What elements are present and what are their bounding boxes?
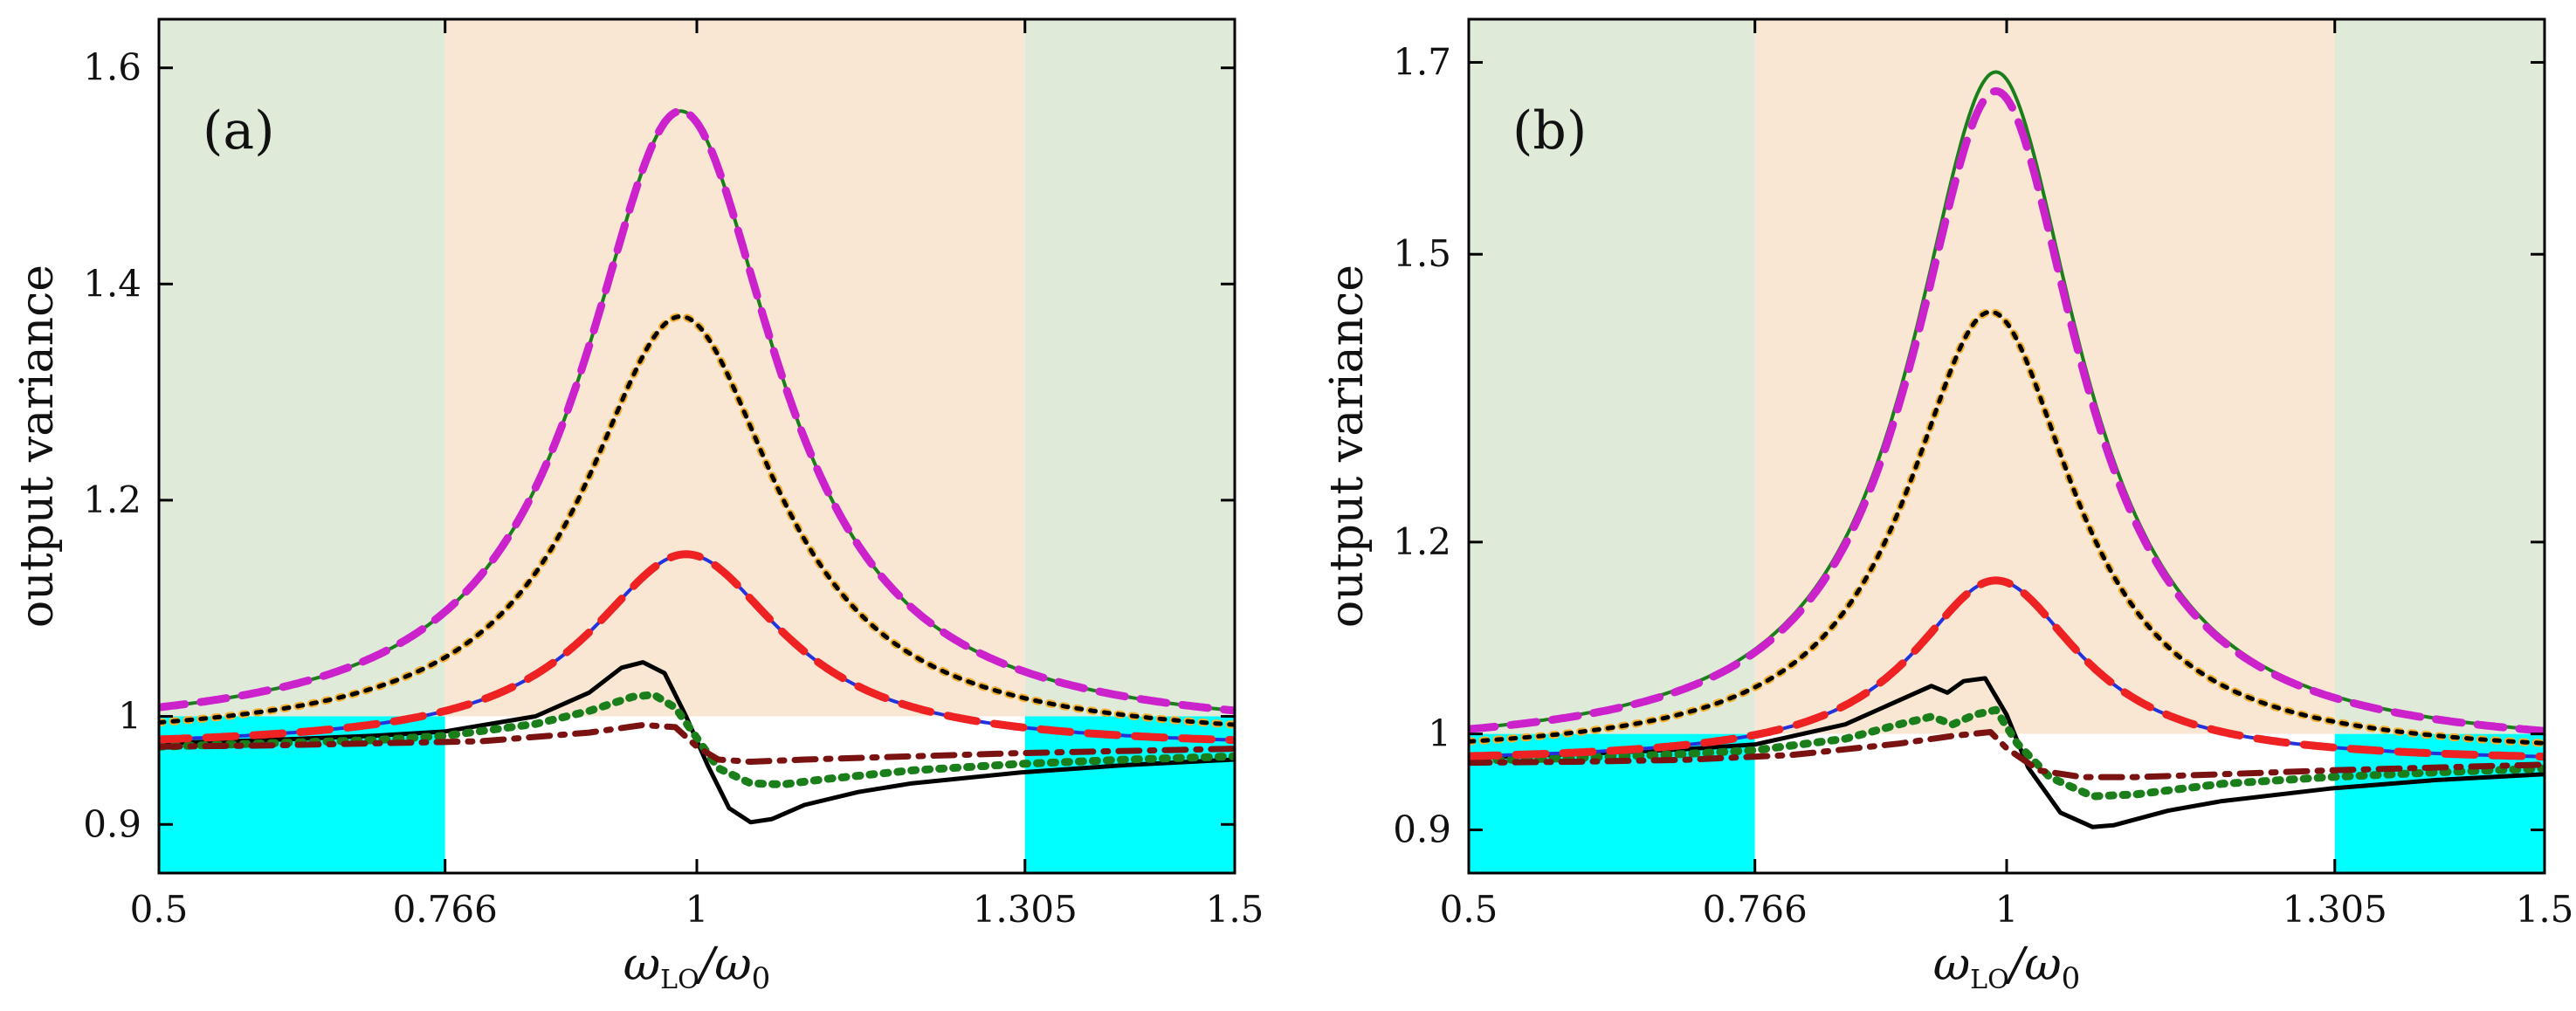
y-tick-label: 0.9 xyxy=(1393,808,1451,851)
x-tick-label: 1.305 xyxy=(973,888,1078,931)
y-tick-label: 1.7 xyxy=(1393,40,1451,83)
x-tick-label: 1.305 xyxy=(2283,888,2387,931)
series-line-magenta-dashed xyxy=(1469,86,2545,735)
y-tick-label: 1 xyxy=(1428,712,1451,755)
series-line-red-dashed xyxy=(1469,576,2545,761)
x-tick-label: 1.5 xyxy=(2516,888,2574,931)
series-line-black-dotted xyxy=(1469,309,2545,746)
region-outer-upper-right xyxy=(1024,19,1235,717)
y-tick-label: 0.9 xyxy=(83,802,141,845)
region-inner-lower xyxy=(444,716,1025,873)
panel-label: (a) xyxy=(203,100,275,162)
x-tick-label: 0.766 xyxy=(393,888,498,931)
y-tick-label: 1.2 xyxy=(1393,520,1451,563)
series-group xyxy=(1469,70,2545,829)
series-line-red-dashed xyxy=(159,550,1235,745)
x-tick-label: 0.5 xyxy=(1440,888,1498,931)
region-outer-upper-left xyxy=(159,19,445,717)
axis-ticks: 0.5 0.766 1 1.305 1.5 0.9 1 1.2 1.4 1.6 xyxy=(83,19,1264,931)
x-tick-label: 1 xyxy=(685,888,709,931)
y-tick-label: 1 xyxy=(118,694,141,737)
x-axis-label: ωLO/ω0 xyxy=(623,939,771,996)
axis-ticks: 0.5 0.766 1 1.305 1.5 0.9 1 1.2 1.5 1.7 xyxy=(1393,19,2573,931)
y-axis-label: output variance xyxy=(1321,265,1374,628)
series-line-maroon-dash-dot xyxy=(1469,729,2545,781)
series-line-maroon-dash-dot xyxy=(159,721,1235,765)
y-tick-label: 1.5 xyxy=(1393,232,1451,275)
series-line-green-dotted xyxy=(159,691,1235,788)
x-tick-label: 0.5 xyxy=(130,888,189,931)
series-line-black-solid-dispersive xyxy=(1469,676,2545,829)
series-line-black-dotted xyxy=(159,313,1235,727)
series-line-magenta-dashed xyxy=(159,107,1235,715)
panel-b: 0.5 0.766 1 1.305 1.5 0.9 1 1.2 1.5 1.7 (b) outpu… xyxy=(1321,17,2573,996)
region-outer-upper-left xyxy=(1469,19,1755,734)
y-tick-label: 1.2 xyxy=(83,478,141,521)
panel-label: (b) xyxy=(1512,100,1587,162)
x-tick-label: 1.5 xyxy=(1206,888,1264,931)
y-tick-label: 1.6 xyxy=(83,46,141,89)
x-tick-label: 0.766 xyxy=(1703,888,1808,931)
y-tick-label: 1.4 xyxy=(83,262,141,305)
x-axis-label: ωLO/ω0 xyxy=(1933,939,2081,996)
panel-a: 0.5 0.766 1 1.305 1.5 0.9 1 1.2 1.4 1.6 (a) outpu… xyxy=(11,17,1264,996)
series-group xyxy=(159,107,1235,825)
region-inner-upper xyxy=(1754,19,2335,734)
region-inner-upper xyxy=(444,19,1025,717)
series-line-green-dotted xyxy=(1469,705,2545,801)
region-outer-upper-right xyxy=(2334,19,2545,734)
x-tick-label: 1 xyxy=(1995,888,2019,931)
region-inner-lower xyxy=(1754,733,2335,873)
y-axis-label: output variance xyxy=(11,265,64,628)
